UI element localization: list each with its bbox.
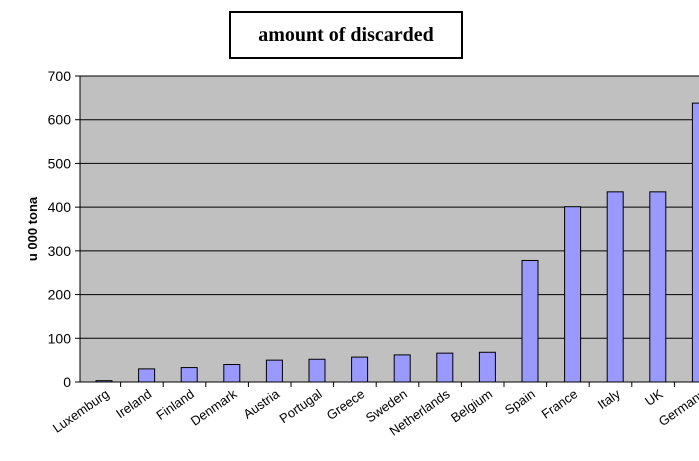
y-tick-label: 700 (48, 68, 72, 84)
y-tick-label: 0 (63, 374, 71, 390)
bar-france (564, 206, 582, 383)
x-tick-label: Greece (324, 386, 368, 423)
x-tick-label: Ireland (113, 386, 154, 421)
bar-uk (649, 191, 667, 383)
x-tick-label: UK (642, 386, 666, 409)
y-tick-label: 400 (48, 199, 72, 215)
x-tick-label: Belgium (448, 386, 495, 425)
bar-finland (180, 367, 198, 383)
bar-italy (606, 191, 624, 383)
bar-greece (351, 356, 369, 383)
x-tick-label: Luxemburg (50, 386, 112, 436)
bar-austria (265, 359, 283, 383)
bar-portugal (308, 358, 326, 383)
x-tick-label: Italy (595, 386, 624, 412)
bar-belgium (478, 351, 496, 383)
x-tick-label: Austria (240, 386, 282, 422)
x-tick-label: Germany (656, 386, 699, 429)
bar-denmark (223, 364, 241, 383)
y-axis-label: u 000 tona (25, 196, 40, 261)
x-tick-label: Spain (502, 386, 538, 417)
y-tick-label: 200 (48, 287, 72, 303)
bar-spain (521, 259, 539, 383)
y-tick-label: 100 (48, 330, 72, 346)
bar-ireland (138, 368, 156, 383)
bar-sweden (393, 354, 411, 383)
plot-area (80, 76, 699, 382)
y-tick-label: 500 (48, 155, 72, 171)
y-tick-label: 600 (48, 112, 72, 128)
chart-title: amount of discarded (258, 23, 434, 46)
bar-germany (691, 102, 699, 383)
bar-netherlands (436, 352, 454, 383)
chart-title-box: amount of discarded (229, 11, 463, 59)
bar-luxemburg (95, 380, 113, 383)
x-tick-label: France (539, 386, 581, 421)
x-tick-label: Portugal (276, 386, 324, 426)
x-tick-label: Denmark (188, 386, 240, 429)
y-tick-label: 300 (48, 243, 72, 259)
